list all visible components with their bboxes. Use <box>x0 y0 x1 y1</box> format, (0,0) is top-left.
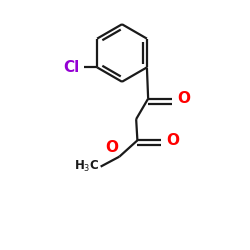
Text: O: O <box>105 140 118 155</box>
Text: O: O <box>178 91 190 106</box>
Text: O: O <box>167 133 180 148</box>
Text: H$_3$C: H$_3$C <box>74 159 100 174</box>
Text: Cl: Cl <box>63 60 80 75</box>
